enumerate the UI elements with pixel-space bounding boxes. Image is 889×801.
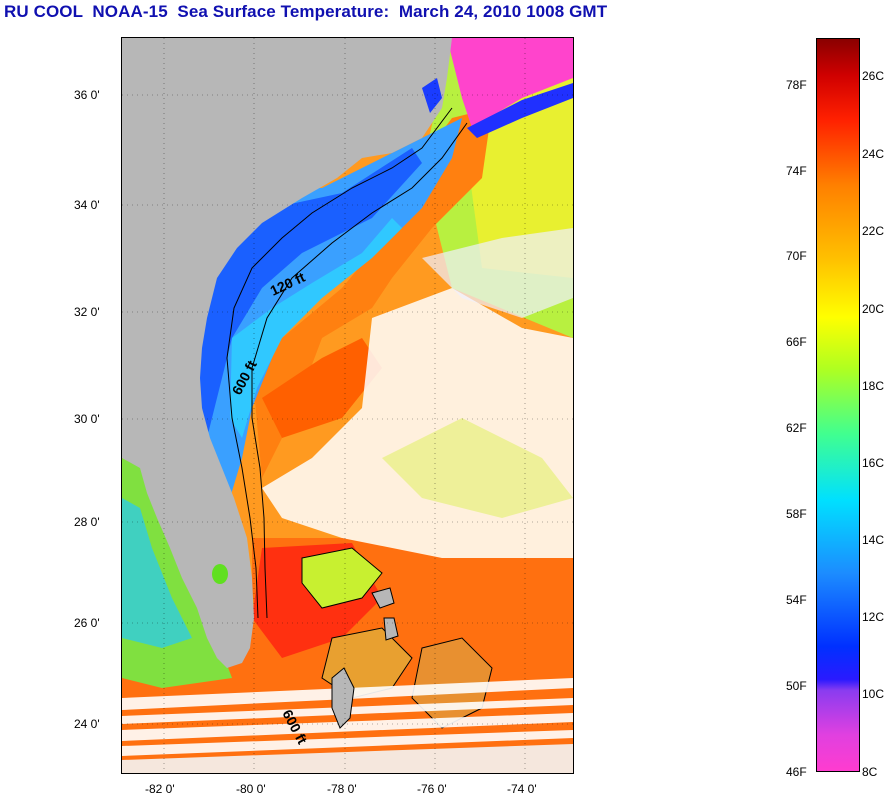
lon-label-82: -82 0' [145, 782, 175, 796]
colorbar-label-54f: 54F [786, 593, 807, 607]
pink-offshore-blue-edge [467, 83, 573, 138]
colorbar-label-70f: 70F [786, 249, 807, 263]
lat-label-34: 34 0' [74, 198, 100, 212]
colorbar-label-78f: 78F [786, 78, 807, 92]
colorbar-label-18c: 18C [862, 379, 885, 393]
colorbar-label-8c: 8C [862, 765, 878, 779]
colorbar-label-50f: 50F [786, 679, 807, 693]
colorbar-label-46f: 46F [786, 765, 807, 779]
sst-map-canvas: 120 ft 600 ft 600 ft [122, 38, 573, 773]
colorbar-label-22c: 22C [862, 224, 885, 238]
gulf-stream [252, 108, 492, 478]
land-mainland [122, 38, 452, 668]
lat-label-32: 32 0' [74, 305, 100, 319]
colorbar-label-14c: 14C [862, 533, 885, 547]
graticule [122, 38, 573, 773]
lon-label-74: -74 0' [507, 782, 537, 796]
contour-120ft [226, 107, 453, 619]
lon-label-80: -80 0' [236, 782, 266, 796]
colorbar-label-16c: 16C [862, 456, 885, 470]
gulf-mexico-cyan [122, 498, 192, 648]
colorbar-label-26c: 26C [862, 69, 885, 83]
colorbar-label-20c: 20C [862, 302, 885, 316]
andros-island [331, 667, 355, 729]
lat-label-36: 36 0' [74, 88, 100, 102]
colorbar-label-66f: 66F [786, 335, 807, 349]
lat-label-28: 28 0' [74, 515, 100, 529]
colorbar-label-58f: 58F [786, 507, 807, 521]
colorbar-label-24c: 24C [862, 147, 885, 161]
chesapeake-inlets [422, 78, 442, 113]
lat-label-24: 24 0' [74, 717, 100, 731]
colorbar-label-12c: 12C [862, 610, 885, 624]
lat-label-26: 26 0' [74, 616, 100, 630]
bahamas-bank [301, 547, 383, 609]
pink-offshore-region [447, 38, 573, 128]
colorbar-label-62f: 62F [786, 421, 807, 435]
lat-label-30: 30 0' [74, 412, 100, 426]
colorbar-label-10c: 10C [862, 687, 885, 701]
sst-map[interactable]: 120 ft 600 ft 600 ft [121, 37, 574, 774]
contour-600ft [251, 122, 468, 619]
island-small-2 [383, 617, 399, 641]
gulf-stream-core [262, 338, 382, 438]
cloud-area-2 [422, 228, 573, 318]
lon-label-76: -76 0' [417, 782, 447, 796]
lon-label-78: -78 0' [327, 782, 357, 796]
map-title: RU COOL NOAA-15 Sea Surface Temperature:… [4, 2, 608, 21]
island-small-1 [371, 587, 395, 609]
colorbar-label-74f: 74F [786, 164, 807, 178]
temperature-colorbar [816, 38, 860, 772]
lake-okeechobee [212, 564, 228, 584]
